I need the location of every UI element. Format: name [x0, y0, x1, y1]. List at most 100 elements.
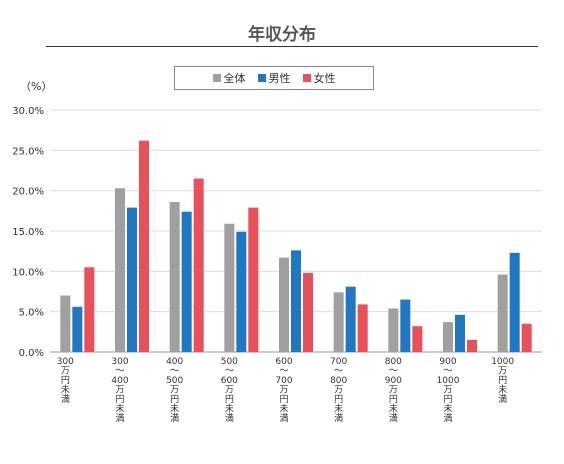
x-tick-label: 〜 — [443, 367, 452, 377]
legend-swatch-all — [212, 74, 221, 82]
bar-female — [303, 272, 313, 352]
bar-male — [455, 314, 465, 352]
x-tick-label: 円 — [225, 394, 234, 405]
legend-item-all: 全体 — [212, 70, 246, 86]
legend-label-all: 全体 — [223, 72, 246, 85]
x-tick-label: 満 — [443, 413, 452, 424]
x-tick-label: 700 — [330, 357, 347, 367]
x-tick-label: 満 — [170, 413, 179, 424]
x-tick-label: 未 — [225, 403, 234, 415]
x-tick-label: 万 — [443, 386, 452, 396]
x-tick-label: 万 — [61, 367, 70, 377]
x-tick-label: 600 — [221, 376, 238, 386]
legend-label-male: 男性 — [268, 72, 291, 85]
chart-title: 年収分布 — [248, 25, 316, 45]
x-tick-label: 900 — [439, 357, 456, 367]
x-tick-label: 万 — [115, 386, 124, 396]
bar-female — [248, 207, 259, 352]
y-tick-label: 25.0% — [12, 146, 44, 157]
bar-female — [467, 339, 477, 352]
y-tick-label: 15.0% — [12, 227, 44, 238]
x-tick-label: 300 — [111, 357, 128, 367]
x-tick-label: 満 — [115, 413, 124, 424]
bar-male — [127, 207, 137, 352]
x-tick-label: 900 — [385, 376, 402, 386]
title-underline — [46, 46, 538, 47]
x-tick-label: 〜 — [170, 367, 179, 377]
x-tick-label: 800 — [385, 357, 402, 367]
x-tick-label: 満 — [225, 413, 234, 424]
bar-female — [139, 140, 149, 352]
bar-male — [236, 231, 247, 352]
x-tick-label: 〜 — [279, 367, 288, 377]
x-tick-label: 万 — [389, 386, 398, 396]
x-tick-label: 〜 — [334, 367, 343, 377]
bar-female — [412, 326, 423, 352]
y-tick-label: 0.0% — [19, 348, 44, 359]
x-tick-label: 500 — [221, 357, 238, 367]
y-tick-label: 30.0% — [12, 106, 44, 117]
x-tick-label: 円 — [389, 394, 398, 405]
x-tick-label: 未 — [279, 403, 288, 415]
x-tick-label: 万 — [334, 386, 343, 396]
x-tick-label: 満 — [334, 413, 343, 424]
bar-all — [333, 292, 344, 352]
x-tick-label: 万 — [225, 386, 234, 396]
bar-male — [72, 306, 83, 352]
bar-male — [291, 250, 301, 352]
bar-female — [521, 323, 532, 352]
x-tick-label: 未 — [334, 403, 343, 415]
legend-swatch-female — [302, 74, 311, 82]
bar-all — [60, 295, 71, 352]
x-tick-label: 1000 — [437, 376, 460, 386]
bar-all — [115, 188, 125, 352]
bar-female — [84, 267, 95, 352]
x-tick-label: 〜 — [115, 367, 124, 377]
x-tick-label: 未 — [115, 403, 124, 415]
x-tick-label: 600 — [275, 357, 292, 367]
legend-item-female: 女性 — [302, 70, 336, 86]
x-tick-label: 500 — [166, 376, 183, 386]
x-tick-label: 円 — [498, 375, 507, 386]
x-tick-label: 400 — [166, 357, 183, 367]
x-tick-label: 〜 — [389, 367, 398, 377]
legend-swatch-male — [257, 74, 266, 82]
x-tick-label: 万 — [279, 386, 288, 396]
x-tick-label: 満 — [61, 394, 70, 405]
x-tick-label: 400 — [111, 376, 128, 386]
bar-all — [388, 308, 399, 352]
x-tick-label: 未 — [61, 384, 70, 396]
x-tick-label: 未 — [170, 403, 179, 415]
y-tick-label: 10.0% — [12, 267, 44, 278]
bar-female — [193, 178, 204, 352]
x-tick-label: 満 — [279, 413, 288, 424]
x-tick-label: 〜 — [225, 367, 234, 377]
x-tick-label: 円 — [115, 394, 124, 405]
x-tick-label: 万 — [170, 386, 179, 396]
x-tick-label: 円 — [443, 394, 452, 405]
bar-male — [400, 299, 411, 352]
x-tick-label: 未 — [443, 403, 452, 415]
bar-female — [357, 304, 368, 352]
legend: 全体 男性 女性 — [174, 66, 374, 90]
bar-all — [443, 322, 453, 352]
x-tick-label: 円 — [61, 375, 70, 386]
x-tick-label: 円 — [170, 394, 179, 405]
x-tick-label: 1000 — [491, 357, 514, 367]
x-tick-label: 700 — [275, 376, 292, 386]
x-tick-label: 未 — [498, 384, 507, 396]
x-tick-label: 800 — [330, 376, 347, 386]
bar-all — [279, 257, 289, 352]
y-tick-label: 20.0% — [12, 187, 44, 198]
bar-all — [497, 274, 508, 352]
bar-all — [169, 201, 180, 352]
x-tick-label: 万 — [498, 367, 507, 377]
bar-all — [224, 223, 235, 352]
bar-male — [181, 211, 192, 352]
x-tick-label: 満 — [389, 413, 398, 424]
x-tick-label: 未 — [389, 403, 398, 415]
x-tick-label: 300 — [57, 357, 74, 367]
bar-male — [509, 252, 520, 352]
